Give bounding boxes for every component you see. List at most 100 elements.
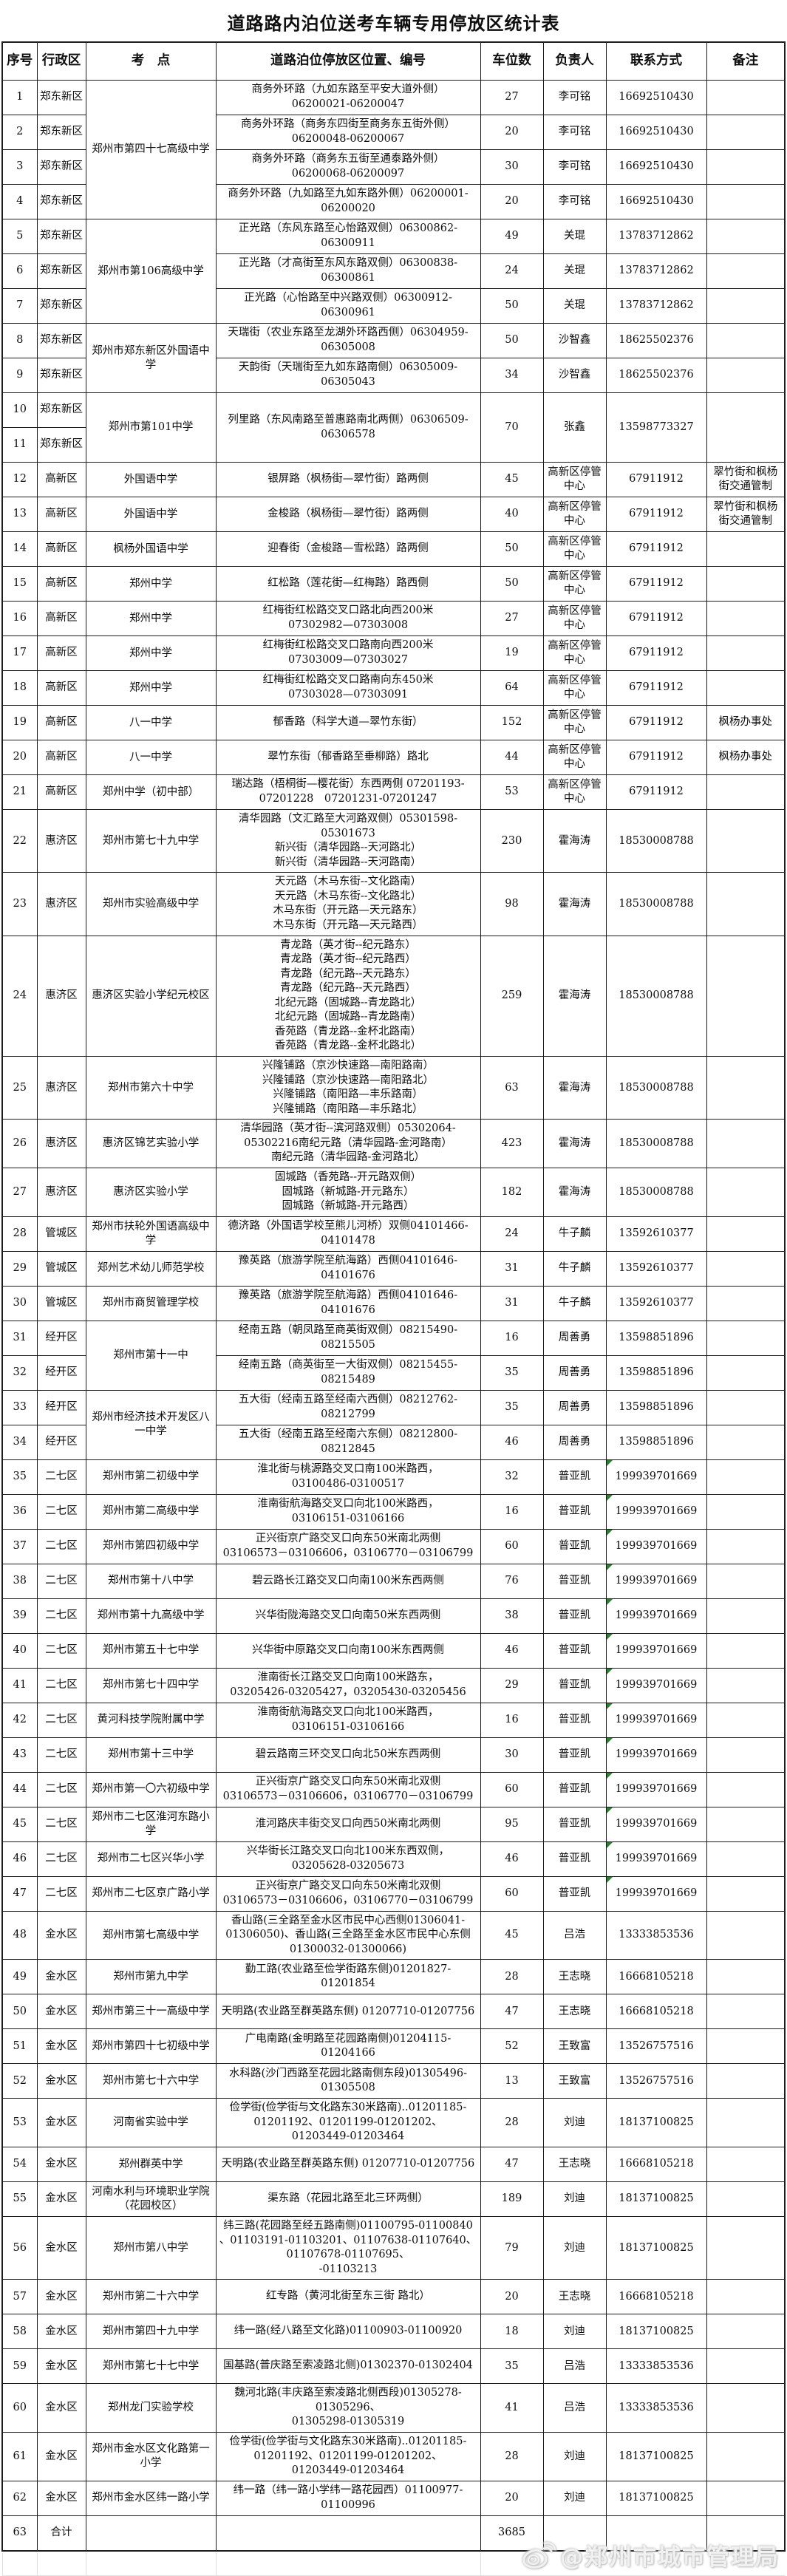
cell-phone: 67911912: [605, 531, 707, 567]
col-header-manager: 负责人: [542, 41, 607, 81]
cell-serial: 16: [1, 601, 38, 636]
cell-spaces: 98: [480, 872, 544, 936]
cell-note: [706, 1389, 786, 1425]
cell-note: [706, 2480, 786, 2516]
cell-spaces: 16: [480, 1702, 544, 1738]
cell-site: 郑州市二七区淮河东路小学: [85, 1806, 217, 1842]
cell-district: 金水区: [36, 2314, 86, 2350]
page-title: 道路路内泊位送考车辆专用停放区统计表: [227, 13, 560, 34]
cell-manager: 张鑫: [542, 392, 607, 463]
cell-location: 兴华街长江路交叉口向北100米东西双侧， 03205628-03205673: [215, 1841, 481, 1877]
cell-note: [706, 1806, 786, 1842]
cell-serial: 32: [1, 1355, 38, 1391]
cell-site: 郑州市第七十四中学: [85, 1667, 217, 1703]
cell-serial: 47: [1, 1875, 38, 1912]
cell-location: 银屏路（枫杨街—翠竹街）路两侧: [215, 462, 481, 497]
cell-serial: 22: [1, 808, 38, 873]
cell-note: [706, 2348, 786, 2385]
cell-site: 郑州市第四十九中学: [85, 2314, 217, 2350]
cell-site: 郑州市二七区京广路小学: [85, 1875, 217, 1912]
cell-phone: 67911912: [605, 740, 707, 775]
cell-phone: 199939701669: [605, 1806, 707, 1842]
table-row: 50 金水区 郑州市第三十一高级中学 天明路(农业路至群英路东侧) 01207710-…: [1, 1994, 786, 2030]
table-row: 14 高新区 枫杨外国语中学 迎春街（金梭路—雪松路）路两侧 50 高新区停管中心 6791…: [1, 531, 786, 567]
cell-location: 天瑞街（农业东路至龙湖外环路西侧）06304959- 06305008: [215, 323, 481, 358]
cell-site: 郑州市第八中学: [85, 2215, 217, 2280]
cell-district: 金水区: [36, 2098, 86, 2147]
cell-site: 郑州市第九中学: [85, 1959, 217, 1995]
cell-manager: 高新区停管中心: [542, 705, 607, 740]
cell-location: 淮南街航海路交叉口向北100米路西， 03106151-03106166: [215, 1702, 481, 1738]
cell-site: 郑州艺术幼儿师范学校: [85, 1250, 217, 1287]
table-row: 23 惠济区 郑州市实验高级中学 天元路（木马东街--文化路南） 天元路（木马东街--…: [1, 872, 786, 936]
cell-serial: 41: [1, 1667, 38, 1703]
cell-serial: 51: [1, 2028, 38, 2065]
table-row: 16 高新区 郑州中学 红梅街红松路交叉口路北向西200米 07302982—0730…: [1, 601, 786, 636]
cell-note: [706, 1493, 786, 1530]
table-row: 6 郑东新区 正光路（才高街至东风东路双侧）06300838- 06300861 24…: [1, 253, 786, 289]
cell-spaces: 27: [480, 601, 544, 636]
cell-location: 红梅街红松路交叉口路北向西200米 07302982—07303008: [215, 601, 481, 636]
cell-spaces: 19: [480, 636, 544, 671]
cell-phone: 18625502376: [605, 323, 707, 358]
cell-manager: 吕浩: [542, 2348, 607, 2385]
cell-phone: 13598851896: [605, 1389, 707, 1425]
cell-spaces: 46: [480, 1632, 544, 1669]
cell-district: 经开区: [36, 1424, 86, 1460]
cell-manager: 普亚凯: [542, 1875, 607, 1912]
cell-manager: 王志晓: [542, 2147, 607, 2182]
cell-spaces: 29: [480, 1667, 544, 1703]
cell-note: [706, 2063, 786, 2099]
cell-district: 二七区: [36, 1563, 86, 1599]
cell-district: 金水区: [36, 2480, 86, 2516]
cell-manager: 普亚凯: [542, 1563, 607, 1599]
cell-location: 列里路（东风南路至普惠路南北两侧）06306509- 06306578: [215, 392, 481, 463]
cell-note: [706, 1959, 786, 1995]
cell-phone: 18137100825: [605, 2181, 707, 2217]
cell-district: 经开区: [36, 1355, 86, 1391]
table-row: 46 二七区 郑州市二七区兴华小学 兴华街长江路交叉口向北100米东西双侧， 0320…: [1, 1841, 786, 1877]
cell-spaces: 47: [480, 1994, 544, 2030]
table-row: 49 金水区 郑州市第九中学 勤工路(农业路至俭学街路东侧)01201827- 012…: [1, 1959, 786, 1995]
cell-district: 经开区: [36, 1389, 86, 1425]
cell-manager: 牛子麟: [542, 1285, 607, 1321]
cell-manager: 高新区停管中心: [542, 531, 607, 567]
table-row: 7 郑东新区 正光路（心怡路至中兴路双侧）06300912- 06300961 50 关…: [1, 288, 786, 324]
cell-site: 郑州市第十八中学: [85, 1563, 217, 1599]
cell-spaces: 70: [480, 392, 544, 463]
cell-phone: 18137100825: [605, 2215, 707, 2280]
cell-note: [706, 2383, 786, 2433]
table-row: 8 郑东新区 郑州市郑东新区外国语中学 天瑞街（农业东路至龙湖外环路西侧）063049…: [1, 323, 786, 393]
cell-district: 惠济区: [36, 1055, 86, 1120]
cell-serial: 8: [1, 323, 38, 358]
cell-site: 郑州市第二初级中学: [85, 1459, 217, 1495]
cell-spaces: 41: [480, 2383, 544, 2433]
cell-location: 天明路(农业路至群英路东侧) 01207710-01207756: [215, 2147, 481, 2182]
cell-location: 兴华街陇海路交叉口向南50米东西两侧: [215, 1598, 481, 1634]
cell-serial: 55: [1, 2181, 38, 2217]
cell-manager: 霍海涛: [542, 935, 607, 1057]
cell-spaces: 152: [480, 705, 544, 740]
cell-site: 郑州市第二十六中学: [85, 2279, 217, 2315]
cell-spaces: 20: [480, 184, 544, 219]
cell-phone: 18137100825: [605, 2098, 707, 2147]
cell-spaces: 24: [480, 1216, 544, 1252]
col-header-note: 备注: [706, 41, 786, 81]
table-row: 37 二七区 郑州市第四初级中学 正兴街京广路交叉口向东50米南北两侧 0310657…: [1, 1528, 786, 1564]
table-row: 33 经开区 郑州市经济技术开发区八一中学 五大街（经南五路至经南六西侧）082127…: [1, 1389, 786, 1460]
cell-phone: 67911912: [605, 601, 707, 636]
cell-manager: 普亚凯: [542, 1667, 607, 1703]
cell-serial: 7: [1, 288, 38, 324]
cell-serial: 59: [1, 2348, 38, 2385]
cell-phone: 199939701669: [605, 1667, 707, 1703]
cell-serial: 14: [1, 531, 38, 567]
cell-spaces: 38: [480, 1598, 544, 1634]
cell-serial: 63: [1, 2515, 38, 2552]
cell-district: 高新区: [36, 670, 86, 706]
cell-site: 郑州市第101中学: [85, 392, 217, 463]
cell-district: 经开区: [36, 1320, 86, 1356]
cell-site: 河南省实验中学: [85, 2098, 217, 2147]
cell-serial: 45: [1, 1806, 38, 1842]
cell-spaces: 64: [480, 670, 544, 706]
cell-district: 郑东新区: [36, 149, 86, 185]
